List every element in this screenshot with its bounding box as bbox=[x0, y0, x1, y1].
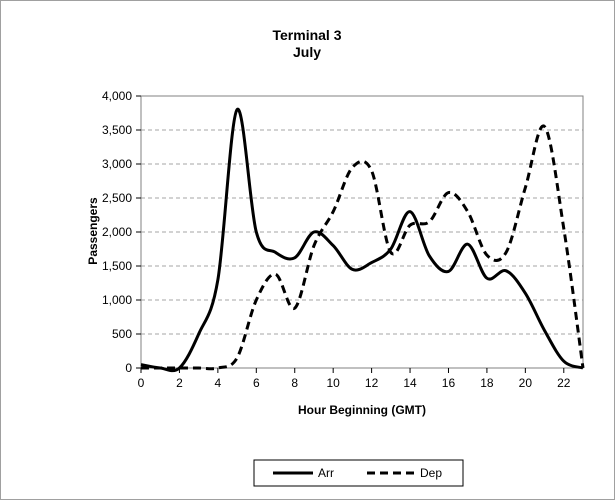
y-axis: 0 500 1,000 1,500 2,000 2,500 3,000 3,500 4,000 bbox=[102, 89, 141, 375]
y-tick-label: 4,000 bbox=[102, 89, 132, 103]
y-tick-label: 0 bbox=[125, 361, 132, 375]
y-tick-label: 3,000 bbox=[102, 157, 132, 171]
y-tick-label: 2,500 bbox=[102, 191, 132, 205]
x-tick-label: 18 bbox=[480, 376, 494, 390]
legend: Arr Dep bbox=[253, 459, 464, 487]
x-tick-label: 10 bbox=[326, 376, 340, 390]
x-tick-label: 4 bbox=[215, 376, 222, 390]
x-tick-label: 6 bbox=[253, 376, 260, 390]
x-tick-label: 20 bbox=[519, 376, 533, 390]
y-tick-label: 1,000 bbox=[102, 293, 132, 307]
y-tick-label: 2,000 bbox=[102, 225, 132, 239]
series-line-dep bbox=[141, 124, 585, 371]
chart-title: Terminal 3 bbox=[273, 27, 342, 43]
gridlines bbox=[141, 129, 583, 335]
x-tick-label: 14 bbox=[403, 376, 417, 390]
x-tick-label: 16 bbox=[442, 376, 456, 390]
legend-label-dep: Dep bbox=[420, 466, 442, 480]
y-tick-label: 500 bbox=[112, 327, 132, 341]
x-tick-label: 2 bbox=[176, 376, 183, 390]
chart-subtitle: July bbox=[293, 44, 321, 60]
y-tick-label: 1,500 bbox=[102, 259, 132, 273]
y-axis-label: Passengers bbox=[86, 197, 100, 265]
x-tick-label: 8 bbox=[291, 376, 298, 390]
x-axis-label: Hour Beginning (GMT) bbox=[298, 403, 426, 417]
series-line-arr bbox=[140, 108, 584, 373]
x-tick-label: 12 bbox=[365, 376, 379, 390]
x-tick-label: 22 bbox=[557, 376, 571, 390]
y-tick-label: 3,500 bbox=[102, 123, 132, 137]
x-axis: 0 2 4 6 8 10 12 14 16 18 20 22 bbox=[138, 368, 571, 390]
series-lines bbox=[140, 108, 585, 373]
x-tick-label: 0 bbox=[138, 376, 145, 390]
legend-label-arr: Arr bbox=[318, 466, 334, 480]
